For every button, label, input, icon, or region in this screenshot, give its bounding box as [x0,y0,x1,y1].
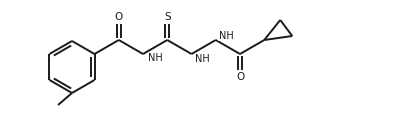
Text: NH: NH [148,53,163,63]
Text: O: O [236,72,244,82]
Text: NH: NH [219,31,234,41]
Text: S: S [164,12,171,22]
Text: O: O [115,12,123,22]
Text: NH: NH [195,54,209,64]
